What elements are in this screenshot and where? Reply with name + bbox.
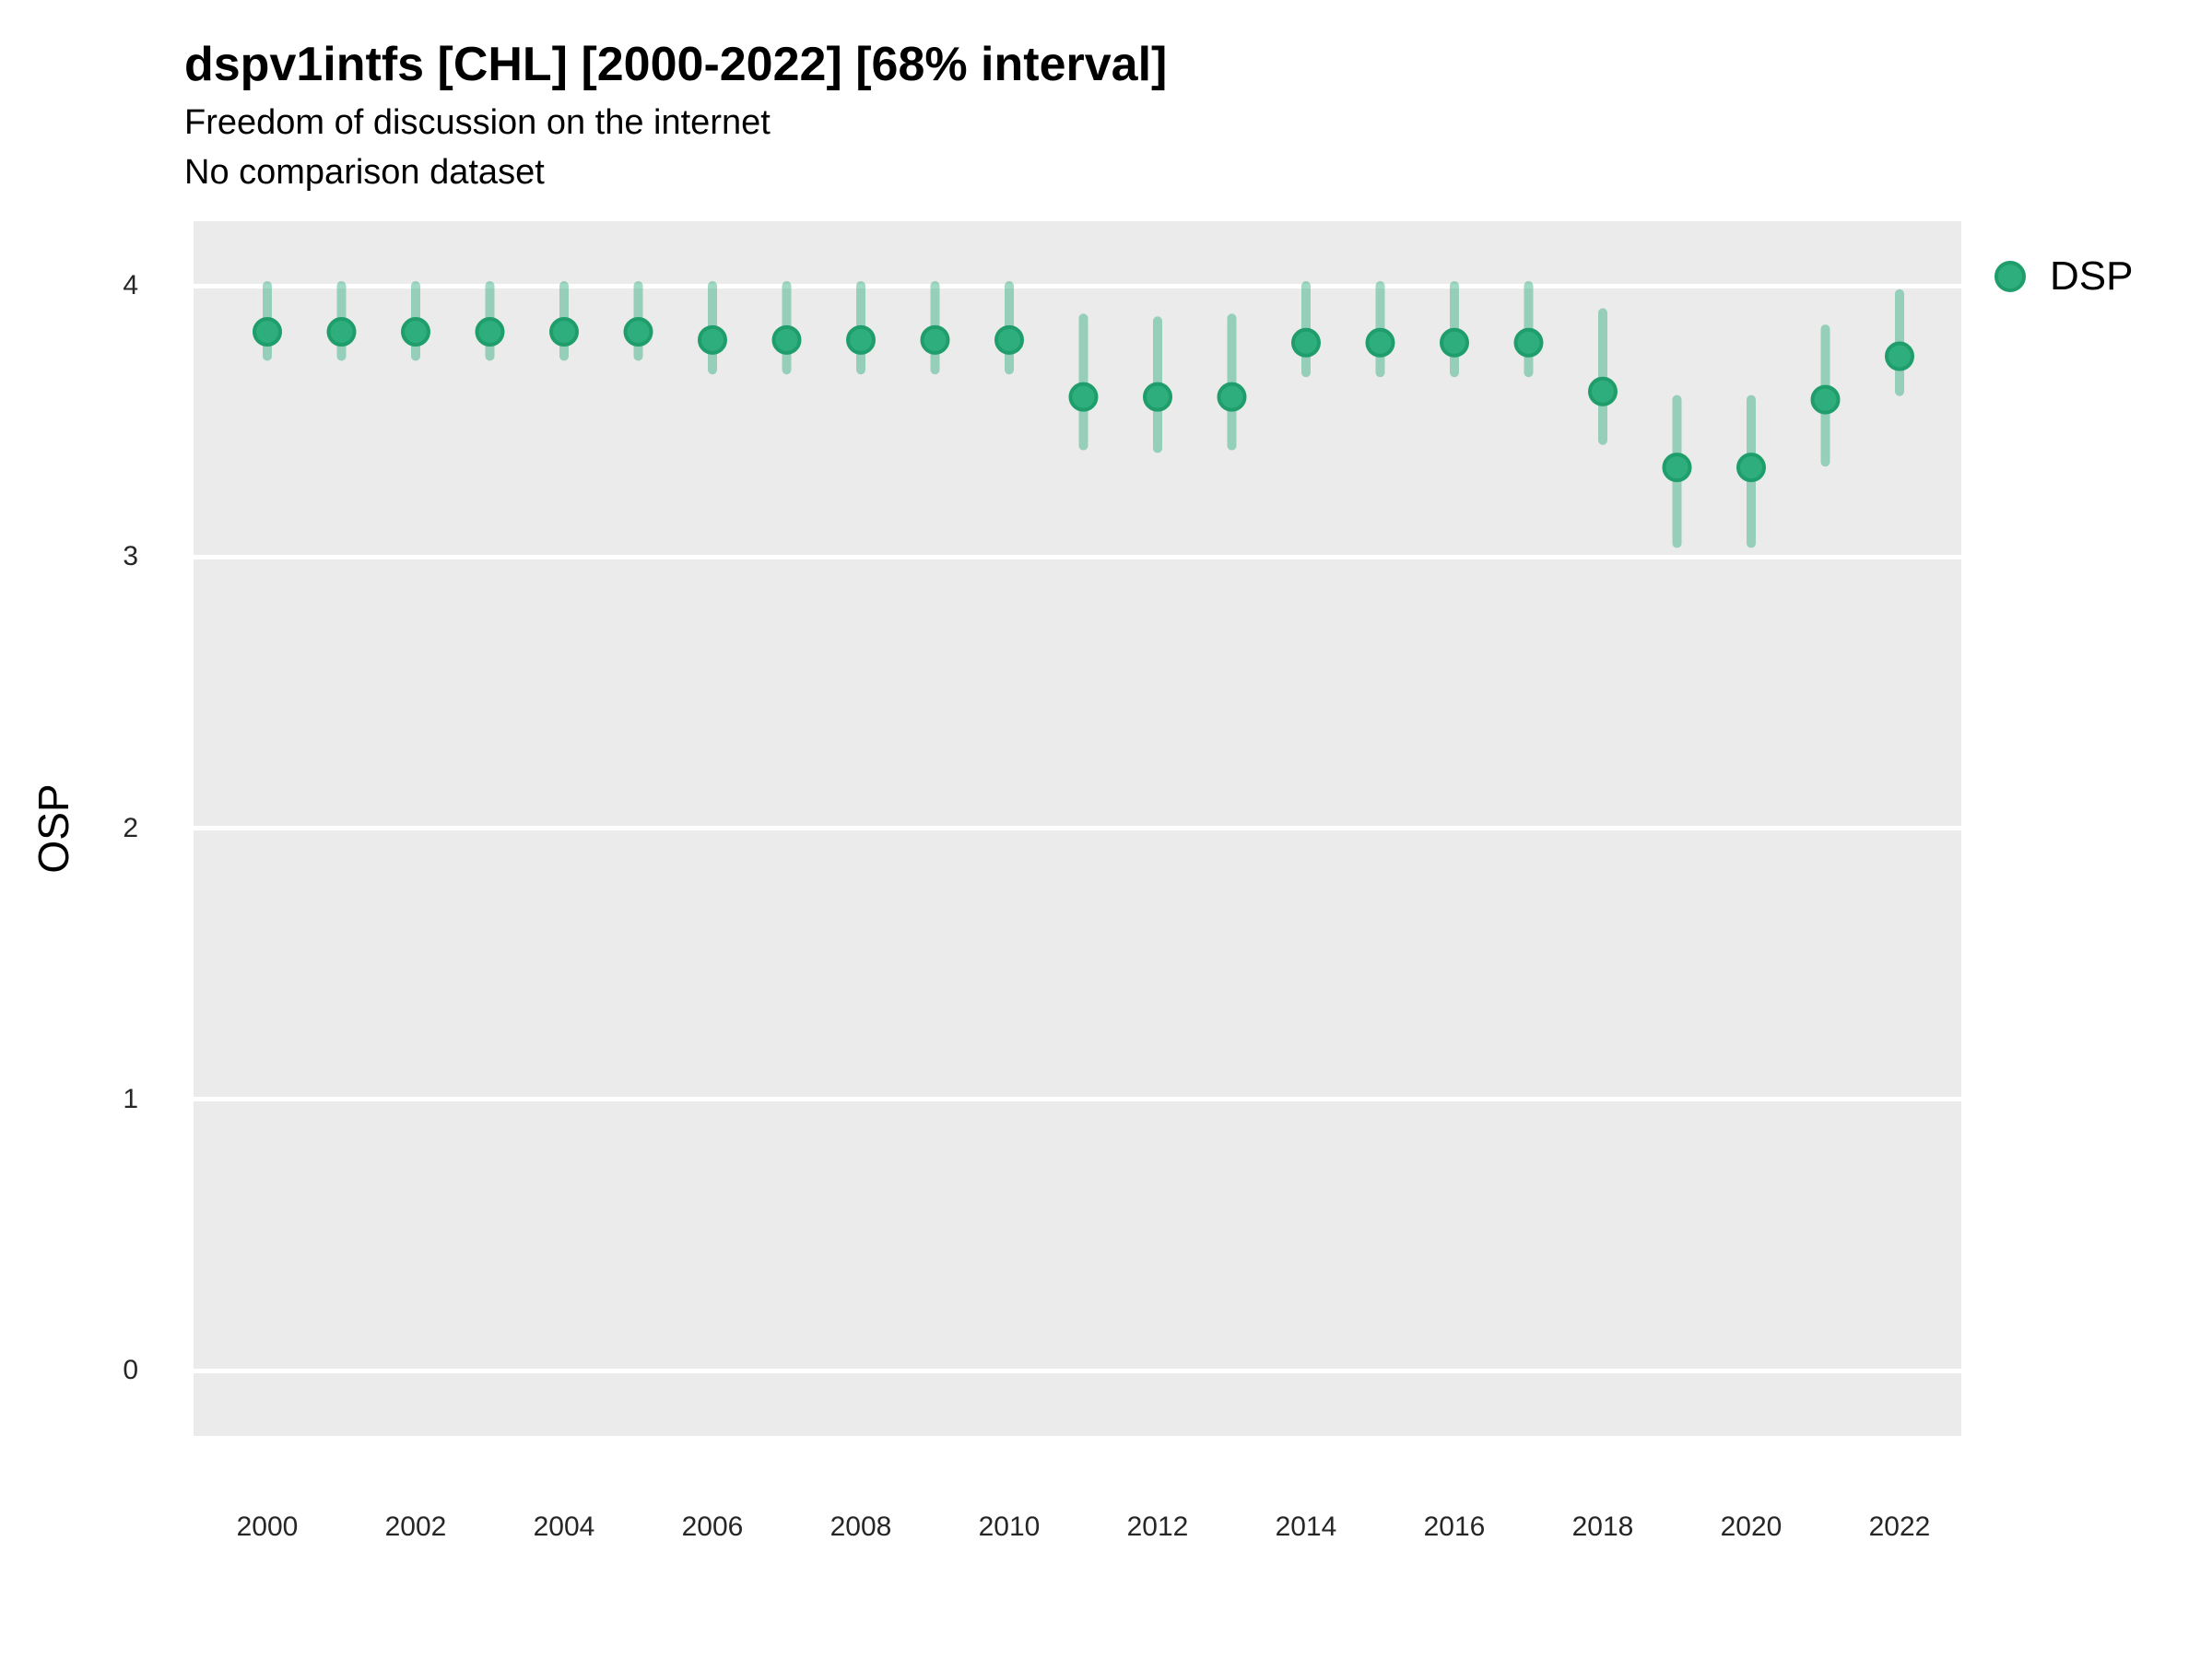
data-point-2009 bbox=[920, 324, 950, 355]
data-point-2015 bbox=[1365, 327, 1395, 358]
data-point-2012 bbox=[1143, 382, 1172, 412]
data-point-2014 bbox=[1291, 327, 1321, 358]
data-point-2020 bbox=[1736, 453, 1766, 483]
legend: DSP bbox=[1980, 247, 2201, 306]
x-tick-label-2022: 2022 bbox=[1868, 1512, 1931, 1542]
data-point-2008 bbox=[846, 324, 876, 355]
y-tick-label-2: 2 bbox=[123, 812, 138, 843]
chart-title: dspv1intfs [CHL] [2000-2022] [68% interv… bbox=[184, 38, 1168, 91]
x-tick-label-2008: 2008 bbox=[830, 1512, 892, 1542]
y-tick-label-0: 0 bbox=[123, 1355, 138, 1385]
x-tick-label-2020: 2020 bbox=[1720, 1512, 1783, 1542]
data-point-2018 bbox=[1588, 376, 1618, 406]
data-point-2001 bbox=[326, 317, 357, 347]
x-tick-label-2002: 2002 bbox=[384, 1512, 447, 1542]
chart-subtitle: Freedom of discussion on the internet bbox=[184, 103, 771, 142]
y-tick-label-1: 1 bbox=[123, 1083, 138, 1114]
data-point-2010 bbox=[994, 324, 1024, 355]
x-tick-label-2004: 2004 bbox=[533, 1512, 595, 1542]
data-point-2022 bbox=[1885, 341, 1914, 371]
data-point-2007 bbox=[771, 324, 802, 355]
x-tick-label-2016: 2016 bbox=[1423, 1512, 1486, 1542]
x-tick-label-2018: 2018 bbox=[1571, 1512, 1634, 1542]
data-point-2011 bbox=[1068, 382, 1099, 412]
x-tick-label-2012: 2012 bbox=[1126, 1512, 1189, 1542]
data-point-2004 bbox=[549, 317, 579, 347]
plot-panel bbox=[194, 221, 1961, 1436]
plot-layer bbox=[253, 281, 1914, 548]
y-gridline-4 bbox=[194, 283, 1961, 288]
data-point-2005 bbox=[623, 317, 653, 347]
y-gridline-2 bbox=[194, 826, 1961, 830]
legend-dsp-dot-icon bbox=[1994, 261, 2026, 292]
data-point-2006 bbox=[698, 324, 727, 355]
y-tick-label-3: 3 bbox=[123, 541, 138, 572]
data-point-2016 bbox=[1440, 327, 1469, 358]
x-tick-label-2010: 2010 bbox=[978, 1512, 1041, 1542]
y-gridline-3 bbox=[194, 554, 1961, 559]
legend-dsp-label: DSP bbox=[2050, 253, 2134, 299]
x-tick-label-2006: 2006 bbox=[681, 1512, 744, 1542]
chart-subtitle-2: No comparison dataset bbox=[184, 153, 545, 192]
x-tick-label-2000: 2000 bbox=[236, 1512, 299, 1542]
y-gridline-0 bbox=[194, 1368, 1961, 1373]
data-point-2002 bbox=[401, 317, 430, 347]
x-tick-label-2014: 2014 bbox=[1275, 1512, 1337, 1542]
data-point-2000 bbox=[253, 317, 282, 347]
y-tick-label-4: 4 bbox=[123, 270, 138, 300]
data-point-2013 bbox=[1217, 382, 1247, 412]
data-point-2019 bbox=[1662, 453, 1692, 483]
y-gridline-1 bbox=[194, 1097, 1961, 1102]
data-point-2003 bbox=[475, 317, 505, 347]
data-point-2017 bbox=[1513, 327, 1544, 358]
data-point-2021 bbox=[1810, 384, 1841, 415]
